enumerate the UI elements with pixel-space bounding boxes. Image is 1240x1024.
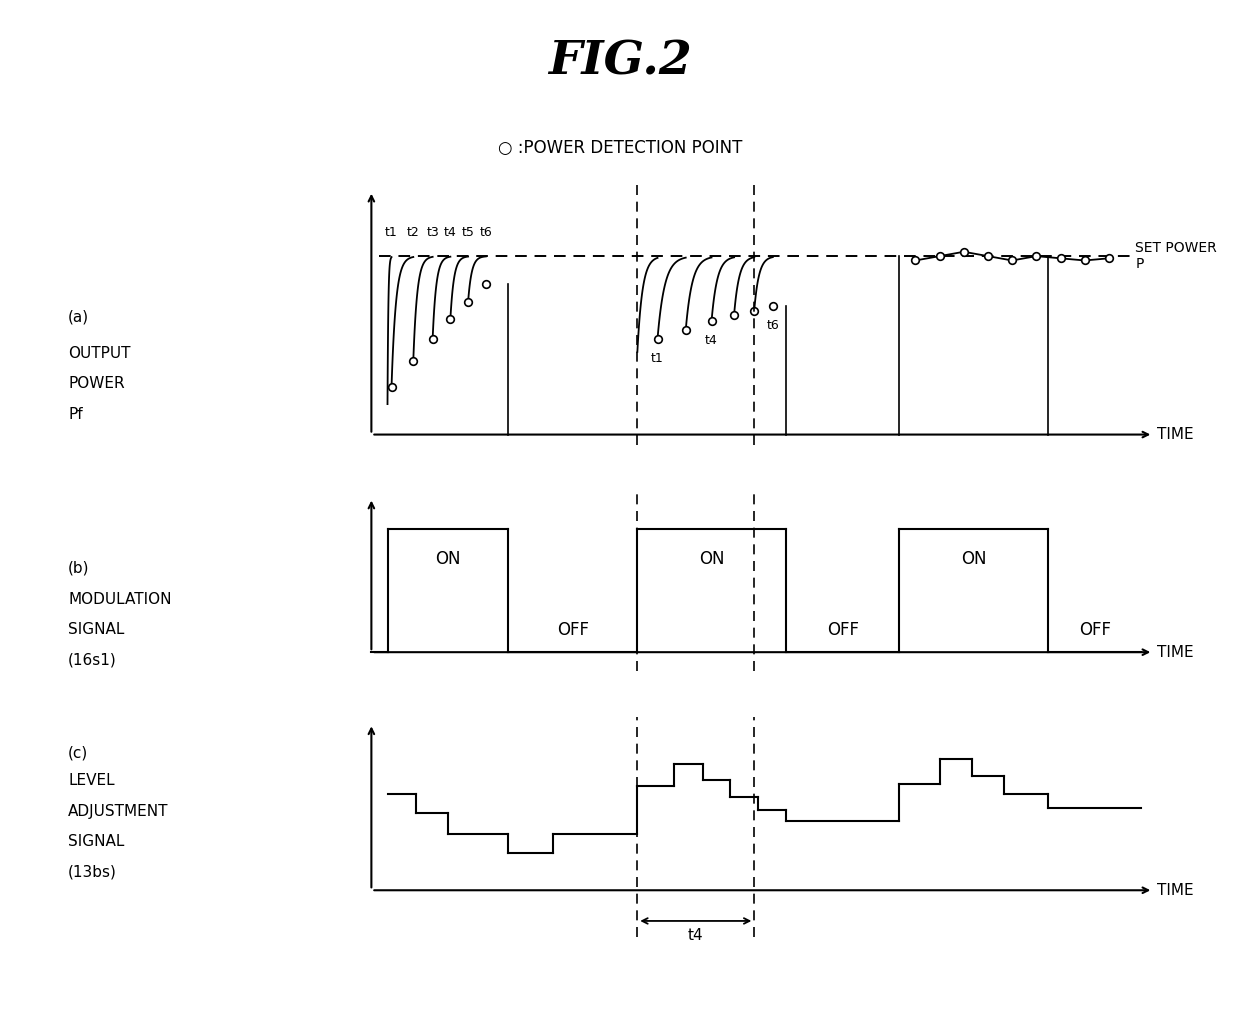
Text: OUTPUT: OUTPUT	[68, 346, 130, 360]
Text: ○ :POWER DETECTION POINT: ○ :POWER DETECTION POINT	[497, 139, 743, 158]
Text: TIME: TIME	[1157, 427, 1194, 442]
Text: t4: t4	[706, 335, 718, 347]
Text: t6: t6	[766, 319, 779, 332]
Text: FIG.2: FIG.2	[548, 39, 692, 84]
Text: t1: t1	[386, 225, 398, 239]
Text: TIME: TIME	[1157, 645, 1194, 659]
Text: ON: ON	[961, 551, 987, 568]
Text: OFF: OFF	[827, 621, 859, 639]
Text: (16s1): (16s1)	[68, 653, 117, 668]
Text: LEVEL: LEVEL	[68, 773, 115, 787]
Text: t6: t6	[480, 225, 492, 239]
Text: t3: t3	[427, 225, 439, 239]
Text: t2: t2	[407, 225, 419, 239]
Text: t4: t4	[444, 225, 456, 239]
Text: Pf: Pf	[68, 408, 83, 422]
Text: ON: ON	[435, 551, 461, 568]
Text: t5: t5	[461, 225, 475, 239]
Text: POWER: POWER	[68, 377, 125, 391]
Text: (a): (a)	[68, 310, 89, 325]
Text: (13bs): (13bs)	[68, 865, 117, 880]
Text: SIGNAL: SIGNAL	[68, 623, 124, 637]
Text: t1: t1	[651, 352, 663, 365]
Text: ADJUSTMENT: ADJUSTMENT	[68, 804, 169, 818]
Text: TIME: TIME	[1157, 883, 1194, 898]
Text: ON: ON	[699, 551, 724, 568]
Text: SET POWER
P: SET POWER P	[1136, 241, 1218, 271]
Text: (c): (c)	[68, 745, 88, 760]
Text: SIGNAL: SIGNAL	[68, 835, 124, 849]
Text: OFF: OFF	[1079, 621, 1111, 639]
Text: MODULATION: MODULATION	[68, 592, 171, 606]
Text: t4: t4	[688, 928, 703, 943]
Text: OFF: OFF	[557, 621, 589, 639]
Text: (b): (b)	[68, 561, 89, 575]
